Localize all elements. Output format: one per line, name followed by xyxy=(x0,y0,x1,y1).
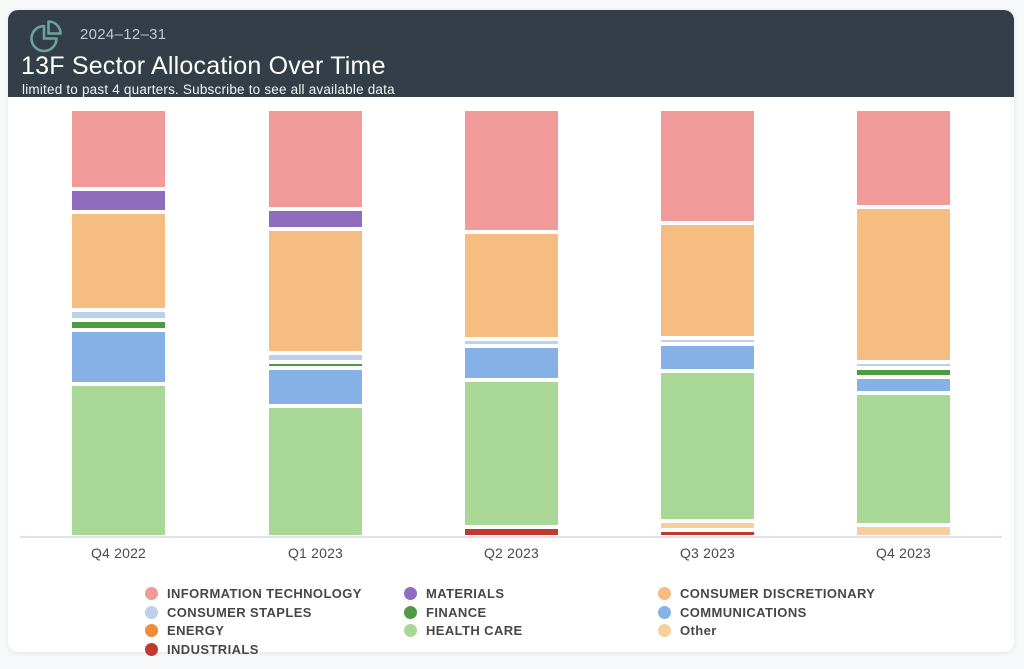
bar-segment-consumer-discretionary[interactable] xyxy=(71,213,166,310)
page-subtitle: limited to past 4 quarters. Subscribe to… xyxy=(22,82,395,97)
chart-card: 2024–12–31 13F Sector Allocation Over Ti… xyxy=(8,10,1014,657)
legend-swatch-icon xyxy=(145,587,158,600)
legend-swatch-icon xyxy=(658,587,671,600)
stacked-bar-q2-2023 xyxy=(464,110,559,536)
bar-segment-information-technology[interactable] xyxy=(464,110,559,232)
bar-segment-finance[interactable] xyxy=(856,369,951,376)
legend-item-energy[interactable]: ENERGY xyxy=(145,623,362,638)
bar-segment-other[interactable] xyxy=(660,522,755,530)
bar-segment-consumer-staples[interactable] xyxy=(856,363,951,368)
stacked-bar-q4-2022 xyxy=(71,110,166,536)
bar-segment-finance[interactable] xyxy=(268,362,363,367)
bar-segment-communications[interactable] xyxy=(268,368,363,405)
report-date: 2024–12–31 xyxy=(80,26,167,43)
legend-item-consumer-staples[interactable]: CONSUMER STAPLES xyxy=(145,605,362,620)
bar-segment-health-care[interactable] xyxy=(268,406,363,536)
bar-segment-consumer-discretionary[interactable] xyxy=(660,224,755,337)
legend-label: ENERGY xyxy=(167,623,225,638)
legend-swatch-icon xyxy=(145,642,158,656)
bar-segment-health-care[interactable] xyxy=(464,380,559,526)
bar-segment-information-technology[interactable] xyxy=(268,110,363,208)
bar-segment-industrials[interactable] xyxy=(464,527,559,536)
legend-item-finance[interactable]: FINANCE xyxy=(404,605,523,620)
bar-segment-industrials[interactable] xyxy=(660,531,755,536)
pie-chart-icon xyxy=(30,20,62,53)
x-axis-label: Q4 2023 xyxy=(875,545,932,561)
legend-label: COMMUNICATIONS xyxy=(680,604,807,620)
x-axis-line xyxy=(20,536,1002,538)
bar-segment-consumer-staples[interactable] xyxy=(464,340,559,346)
stacked-bar-q1-2023 xyxy=(268,110,363,536)
bar-segment-information-technology[interactable] xyxy=(856,110,951,206)
bar-segment-communications[interactable] xyxy=(856,377,951,393)
bar-segment-consumer-discretionary[interactable] xyxy=(856,208,951,362)
legend-item-materials[interactable]: MATERIALS xyxy=(404,586,523,601)
legend-swatch-icon xyxy=(404,624,417,637)
bar-segment-health-care[interactable] xyxy=(856,394,951,524)
legend-swatch-icon xyxy=(145,605,158,619)
bar-segment-communications[interactable] xyxy=(660,344,755,370)
bar-segment-consumer-discretionary[interactable] xyxy=(464,233,559,339)
legend-label: CONSUMER STAPLES xyxy=(167,604,312,620)
bar-segment-materials[interactable] xyxy=(71,190,166,212)
legend-item-industrials[interactable]: INDUSTRIALS xyxy=(145,642,362,657)
chart-legend: INFORMATION TECHNOLOGY CONSUMER STAPLES EN… xyxy=(8,586,1014,657)
page-title: 13F Sector Allocation Over Time xyxy=(21,52,386,80)
x-axis-label: Q4 2022 xyxy=(90,545,147,561)
x-axis-label: Q1 2023 xyxy=(287,545,344,561)
legend-swatch-icon xyxy=(658,624,671,637)
x-axis-labels: Q4 2022 Q1 2023 Q2 2023 Q3 2023 Q4 2023 xyxy=(8,545,1014,565)
legend-item-health-care[interactable]: HEALTH CARE xyxy=(404,623,523,638)
stacked-bar-q3-2023 xyxy=(660,110,755,536)
bar-segment-communications[interactable] xyxy=(464,347,559,379)
legend-label: INFORMATION TECHNOLOGY xyxy=(167,586,362,601)
stacked-bar-q4-2023 xyxy=(856,110,951,536)
legend-item-communications[interactable]: COMMUNICATIONS xyxy=(658,605,875,620)
legend-column: MATERIALS FINANCE HEALTH CARE xyxy=(404,586,523,638)
chart-header: 2024–12–31 13F Sector Allocation Over Ti… xyxy=(8,10,1014,97)
bar-segment-information-technology[interactable] xyxy=(660,110,755,222)
bar-segment-consumer-staples[interactable] xyxy=(660,338,755,343)
legend-column: INFORMATION TECHNOLOGY CONSUMER STAPLES EN… xyxy=(145,586,362,657)
legend-item-consumer-discretionary[interactable]: CONSUMER DISCRETIONARY xyxy=(658,586,875,601)
x-axis-label: Q3 2023 xyxy=(679,545,736,561)
bar-segment-information-technology[interactable] xyxy=(71,110,166,188)
legend-swatch-icon xyxy=(404,605,417,619)
legend-swatch-icon xyxy=(658,605,671,619)
legend-label: HEALTH CARE xyxy=(426,623,523,638)
plot-area xyxy=(8,110,1014,538)
legend-label: Other xyxy=(680,623,717,638)
legend-item-information-technology[interactable]: INFORMATION TECHNOLOGY xyxy=(145,586,362,601)
legend-label: MATERIALS xyxy=(426,586,505,601)
legend-label: INDUSTRIALS xyxy=(167,641,259,657)
legend-label: CONSUMER DISCRETIONARY xyxy=(680,586,876,601)
bar-segment-finance[interactable] xyxy=(71,321,166,330)
bar-segment-consumer-discretionary[interactable] xyxy=(268,230,363,352)
bar-segment-health-care[interactable] xyxy=(71,385,166,536)
bar-segment-materials[interactable] xyxy=(268,210,363,228)
bar-segment-health-care[interactable] xyxy=(660,372,755,521)
legend-item-other[interactable]: Other xyxy=(658,623,875,638)
legend-swatch-icon xyxy=(404,587,417,600)
legend-column: CONSUMER DISCRETIONARY COMMUNICATIONS Othe… xyxy=(658,586,875,638)
x-axis-label: Q2 2023 xyxy=(483,545,540,561)
bar-segment-consumer-staples[interactable] xyxy=(71,311,166,320)
bar-segment-other[interactable] xyxy=(856,526,951,536)
bar-segment-consumer-staples[interactable] xyxy=(268,354,363,361)
bar-segment-communications[interactable] xyxy=(71,331,166,384)
legend-swatch-icon xyxy=(145,624,158,637)
legend-label: FINANCE xyxy=(426,604,487,620)
